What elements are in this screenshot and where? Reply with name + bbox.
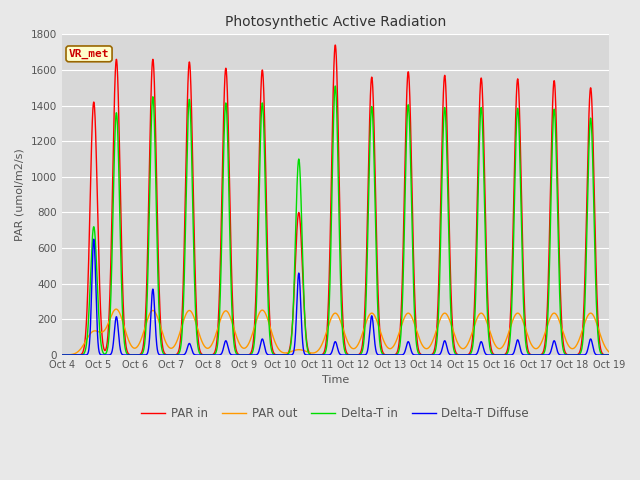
Delta-T Diffuse (605, 352, 612, 358)
X-axis label: Time: Time (322, 375, 349, 385)
Delta-T in (291, 244, 299, 250)
PAR in (268, 340, 275, 346)
Delta-T in (605, 352, 612, 358)
PAR in (58, 352, 65, 358)
Delta-T in (153, 214, 161, 220)
Y-axis label: PAR (umol/m2/s): PAR (umol/m2/s) (15, 148, 25, 241)
Delta-T Diffuse (536, 352, 543, 358)
PAR out (605, 349, 612, 355)
Legend: PAR in, PAR out, Delta-T in, Delta-T Diffuse: PAR in, PAR out, Delta-T in, Delta-T Dif… (137, 403, 534, 425)
Line: Delta-T Diffuse: Delta-T Diffuse (61, 239, 609, 355)
Delta-T in (595, 336, 602, 342)
Delta-T in (536, 352, 543, 358)
Delta-T in (120, 336, 128, 342)
Text: VR_met: VR_met (68, 49, 109, 59)
PAR out (292, 347, 300, 353)
Delta-T Diffuse (153, 342, 161, 348)
PAR in (536, 352, 543, 358)
PAR in (595, 323, 602, 328)
Line: Delta-T in: Delta-T in (61, 86, 609, 355)
Title: Photosynthetic Active Radiation: Photosynthetic Active Radiation (225, 15, 446, 29)
PAR out (113, 306, 120, 312)
Delta-T in (58, 352, 65, 358)
PAR out (268, 329, 276, 335)
PAR in (332, 42, 339, 48)
Delta-T Diffuse (595, 352, 602, 358)
Delta-T Diffuse (58, 352, 65, 358)
Delta-T Diffuse (268, 352, 276, 358)
PAR out (153, 312, 161, 318)
PAR out (58, 352, 65, 358)
Line: PAR out: PAR out (61, 309, 609, 355)
PAR in (605, 352, 612, 358)
Delta-T Diffuse (292, 333, 300, 338)
Delta-T Diffuse (120, 352, 128, 358)
PAR out (120, 324, 128, 330)
PAR in (153, 174, 161, 180)
PAR in (291, 264, 299, 270)
PAR out (595, 325, 602, 331)
Delta-T Diffuse (90, 236, 98, 242)
PAR out (536, 343, 543, 349)
Line: PAR in: PAR in (61, 45, 609, 355)
PAR in (120, 320, 128, 325)
Delta-T in (332, 83, 339, 89)
Delta-T in (268, 347, 275, 353)
